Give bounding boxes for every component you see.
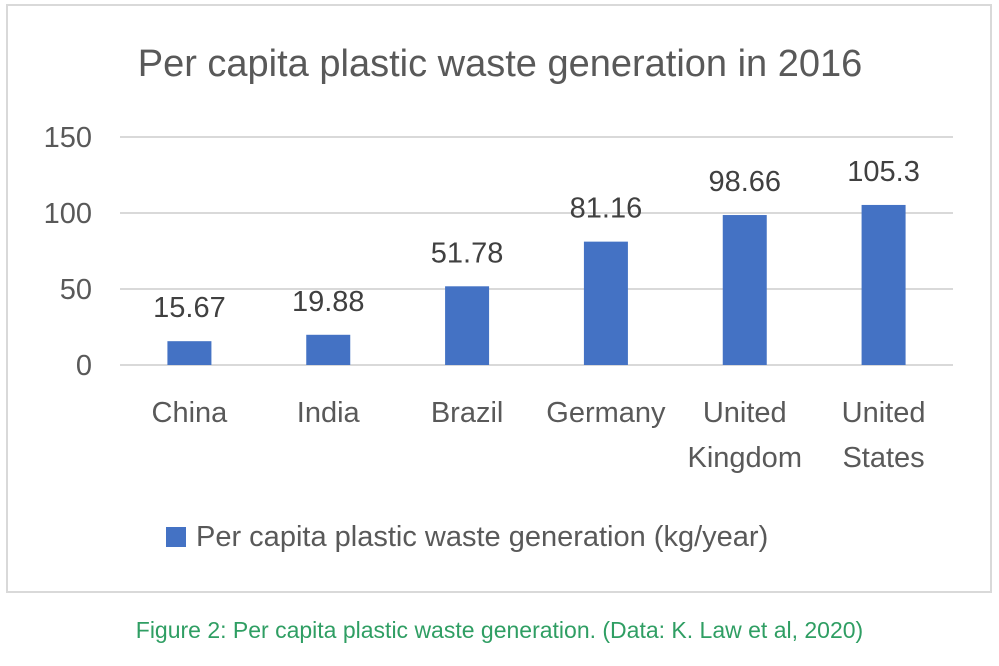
data-label: 19.88: [292, 286, 365, 318]
legend: Per capita plastic waste generation (kg/…: [166, 521, 768, 553]
data-label: 105.3: [847, 156, 920, 188]
x-tick-label: Germany: [546, 397, 666, 429]
chart-title: Per capita plastic waste generation in 2…: [138, 43, 863, 85]
data-label: 51.78: [431, 237, 504, 269]
bar: [722, 215, 767, 365]
x-tick-label: United: [703, 397, 787, 429]
data-label: 98.66: [708, 166, 781, 198]
x-tick-label: United: [842, 397, 926, 429]
bar-chart: Per capita plastic waste generation in 2…: [44, 43, 953, 553]
x-tick-label: China: [152, 397, 229, 429]
x-tick-label: India: [297, 397, 361, 429]
gridlines: [120, 136, 953, 366]
y-tick-label: 150: [44, 122, 92, 154]
x-tick-label: Kingdom: [688, 442, 802, 474]
legend-swatch: [166, 527, 186, 547]
bar: [445, 286, 490, 365]
x-tick-label: States: [842, 442, 924, 474]
bar: [306, 334, 351, 365]
figure-caption: Figure 2: Per capita plastic waste gener…: [135, 617, 864, 643]
chart-frame: [6, 4, 992, 593]
x-tick-label: Brazil: [431, 397, 504, 429]
y-axis-ticks: 0 50 100 150: [44, 122, 92, 382]
x-axis-ticks: China India Brazil Germany United Kingdom Unit…: [152, 397, 926, 474]
y-tick-label: 50: [60, 274, 92, 306]
bar: [583, 241, 628, 365]
y-tick-label: 0: [76, 350, 92, 382]
legend-label: Per capita plastic waste generation (kg/…: [196, 521, 768, 553]
data-labels: 15.67 19.88 51.78 81.16 98.66 105.3: [153, 156, 920, 324]
data-label: 15.67: [153, 292, 226, 324]
y-tick-label: 100: [44, 198, 92, 230]
bars: [167, 204, 906, 365]
bar: [167, 341, 212, 365]
data-label: 81.16: [570, 193, 643, 225]
bar: [861, 204, 906, 365]
